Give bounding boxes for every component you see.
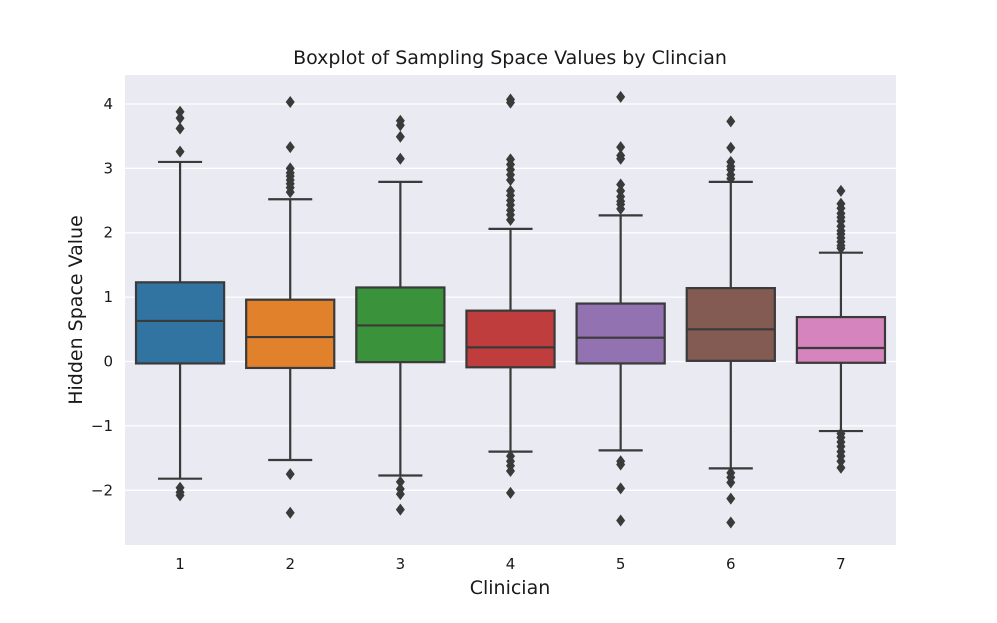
- outlier-point: [395, 475, 405, 488]
- outlier-point: [616, 152, 626, 165]
- x-tick-label: 2: [285, 555, 295, 573]
- outlier-point: [395, 130, 405, 143]
- iqr-box: [685, 287, 776, 362]
- y-tick-label: 3: [103, 159, 113, 177]
- outlier-point: [836, 455, 846, 468]
- outlier-point: [506, 96, 515, 109]
- outlier-point: [506, 173, 515, 186]
- outlier-point: [506, 464, 515, 477]
- x-tick-label: 1: [175, 555, 185, 573]
- x-tick-label: 4: [506, 555, 516, 573]
- x-axis-label: Clinician: [470, 577, 551, 599]
- outlier-point: [836, 184, 846, 197]
- box-group-clinician-1: [134, 105, 226, 502]
- outlier-point: [616, 141, 626, 154]
- outlier-point: [285, 468, 295, 481]
- outlier-point: [175, 145, 185, 158]
- x-axis-ticks: 1 2 3 4 5 6 7: [175, 555, 845, 573]
- outlier-point: [726, 172, 736, 185]
- outlier-point: [616, 178, 626, 191]
- iqr-box: [245, 298, 336, 370]
- outlier-point: [836, 461, 846, 474]
- outlier-point: [395, 503, 405, 516]
- outlier-point: [395, 488, 405, 501]
- outlier-point: [175, 105, 185, 118]
- outlier-point: [616, 482, 626, 495]
- outlier-point: [726, 476, 736, 489]
- outlier-point: [616, 202, 626, 215]
- outlier-point: [506, 213, 515, 226]
- outlier-point: [285, 96, 295, 109]
- box-group-clinician-5: [575, 90, 666, 527]
- outlier-point: [726, 115, 736, 128]
- y-tick-label: 1: [103, 288, 113, 306]
- outlier-point: [726, 516, 736, 529]
- outlier-point: [285, 141, 295, 154]
- box-group-clinician-3: [355, 114, 446, 516]
- box-group-clinician-6: [685, 115, 776, 529]
- box-group-clinician-4: [465, 93, 556, 499]
- outlier-point: [616, 90, 626, 103]
- outlier-point: [616, 514, 626, 527]
- x-tick-label: 3: [396, 555, 406, 573]
- x-tick-label: 7: [836, 555, 846, 573]
- y-axis-label: Hidden Space Value: [65, 215, 87, 405]
- x-tick-label: 6: [726, 555, 736, 573]
- iqr-box: [795, 315, 887, 364]
- outlier-point: [726, 141, 736, 154]
- box-series: [134, 90, 887, 529]
- y-tick-label: 2: [103, 224, 113, 242]
- outlier-point: [395, 152, 405, 165]
- outlier-point: [395, 119, 405, 132]
- outlier-point: [506, 486, 515, 499]
- y-tick-label: 4: [103, 95, 113, 113]
- y-tick-label: −2: [91, 481, 113, 499]
- iqr-box: [575, 302, 666, 365]
- outlier-point: [285, 506, 295, 519]
- outlier-point: [616, 458, 626, 471]
- outlier-point: [175, 122, 185, 135]
- x-tick-label: 5: [616, 555, 626, 573]
- y-tick-label: −1: [91, 417, 113, 435]
- iqr-box: [465, 309, 556, 369]
- y-tick-label: 0: [103, 353, 113, 371]
- iqr-box: [134, 281, 226, 365]
- box-group-clinician-2: [245, 96, 336, 519]
- box-group-clinician-7: [795, 184, 887, 474]
- outlier-point: [285, 186, 295, 199]
- outlier-point: [175, 112, 185, 125]
- y-axis-ticks: 4 3 2 1 0 −1 −2: [91, 95, 113, 499]
- outlier-point: [726, 492, 736, 505]
- outlier-point: [836, 242, 846, 255]
- chart-title: Boxplot of Sampling Space Values by Clin…: [293, 47, 727, 69]
- outlier-point: [175, 489, 185, 502]
